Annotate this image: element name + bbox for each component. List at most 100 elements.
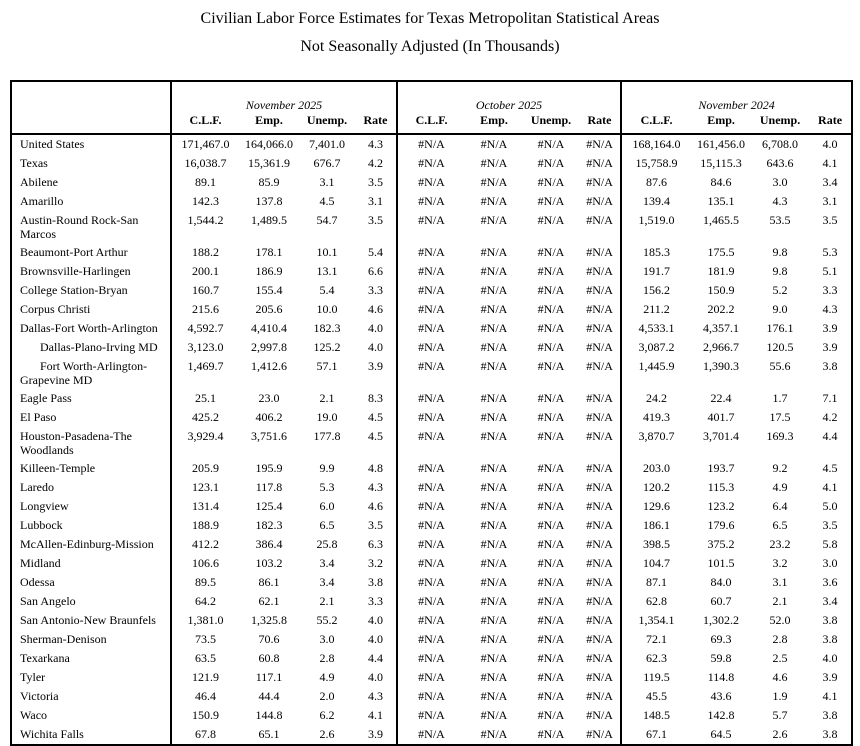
value-cell: 9.0 — [772, 302, 788, 316]
value-cell: 3.2 — [772, 556, 788, 570]
value-cell: 45.5 — [620, 687, 692, 706]
value-cell: #N/A — [537, 283, 565, 297]
value-cell: 3.3 — [368, 283, 383, 297]
value-cell: 60.8 — [258, 651, 280, 665]
table-row: Odessa 89.5 86.1 3.4 3.8 #N/A #N/A #N/A #N/A 87.1… — [11, 573, 852, 592]
area-name: Killeen-Temple — [20, 461, 96, 475]
value-cell: 89.1 — [170, 173, 239, 192]
value-cell: #N/A — [586, 429, 613, 443]
area-name: Fort Worth-Arlington-Grapevine MD — [20, 359, 148, 387]
value-cell: 17.5 — [769, 410, 791, 424]
table-row: Sherman-Denison 73.5 70.6 3.0 4.0 #N/A #N/A #N/… — [11, 630, 852, 649]
value-cell: 186.9 — [255, 264, 283, 278]
value-cell: 16,038.7 — [170, 154, 239, 173]
value-cell: 70.6 — [258, 632, 280, 646]
value-cell: 2.1 — [772, 594, 788, 608]
area-name: Texarkana — [20, 651, 70, 665]
value-cell: 135.1 — [707, 194, 735, 208]
value-cell: 6.5 — [772, 518, 788, 532]
value-cell: 4.0 — [368, 340, 383, 354]
value-cell: 4.5 — [368, 429, 383, 443]
value-cell: #N/A — [537, 708, 565, 722]
value-cell: 186.1 — [620, 516, 692, 535]
value-cell: 3,751.6 — [251, 429, 287, 443]
value-cell: 6.6 — [368, 264, 383, 278]
value-cell: #N/A — [480, 499, 508, 513]
value-cell: 3.9 — [822, 321, 838, 335]
value-cell: 4.3 — [822, 302, 838, 316]
value-cell: #N/A — [480, 480, 508, 494]
value-cell: 3.5 — [822, 213, 838, 227]
value-cell: #N/A — [396, 687, 466, 706]
column-header-row: C.L.F. Emp. Unemp. Rate C.L.F. Emp. Unem… — [11, 112, 853, 135]
value-cell: #N/A — [537, 359, 565, 373]
value-cell: 1.7 — [772, 391, 788, 405]
value-cell: #N/A — [537, 556, 565, 570]
value-cell: #N/A — [537, 213, 565, 227]
value-cell: 5.0 — [822, 499, 838, 513]
value-cell: #N/A — [396, 649, 466, 668]
value-cell: 101.5 — [707, 556, 735, 570]
value-cell: 2.8 — [772, 632, 788, 646]
value-cell: #N/A — [586, 518, 613, 532]
value-cell: #N/A — [537, 670, 565, 684]
value-cell: #N/A — [480, 632, 508, 646]
value-cell: 401.7 — [707, 410, 735, 424]
value-cell: #N/A — [537, 575, 565, 589]
value-cell: 84.6 — [710, 175, 732, 189]
value-cell: #N/A — [396, 338, 466, 357]
value-cell: #N/A — [480, 727, 508, 741]
value-cell: 3.0 — [319, 632, 335, 646]
value-cell: 3,929.4 — [170, 427, 239, 459]
value-cell: 84.0 — [710, 575, 732, 589]
col-header-unemp-oct2025: Unemp. — [523, 112, 580, 135]
value-cell: 59.8 — [710, 651, 732, 665]
value-cell: 85.9 — [258, 175, 280, 189]
value-cell: 188.2 — [170, 243, 239, 262]
table-row: Longview 131.4 125.4 6.0 4.6 #N/A #N/A #N/A #N/A… — [11, 497, 852, 516]
value-cell: 64.2 — [170, 592, 239, 611]
value-cell: 161,456.0 — [697, 137, 746, 151]
table-row: Texarkana 63.5 60.8 2.8 4.4 #N/A #N/A #N/A #N/A 6… — [11, 649, 852, 668]
value-cell: 1,544.2 — [170, 211, 239, 243]
value-cell: #N/A — [396, 173, 466, 192]
value-cell: 3.1 — [319, 175, 335, 189]
value-cell: #N/A — [396, 192, 466, 211]
value-cell: 164,066.0 — [245, 137, 293, 151]
value-cell: #N/A — [480, 708, 508, 722]
value-cell: 4.4 — [368, 651, 383, 665]
value-cell: 144.8 — [255, 708, 283, 722]
area-name: Laredo — [20, 480, 54, 494]
value-cell: 5.4 — [368, 245, 383, 259]
value-cell: 2.5 — [772, 651, 788, 665]
value-cell: #N/A — [537, 245, 565, 259]
area-name: Amarillo — [20, 194, 64, 208]
value-cell: #N/A — [396, 516, 466, 535]
table-row: Corpus Christi 215.6 205.6 10.0 4.6 #N/A #N/A #… — [11, 300, 852, 319]
value-cell: 57.1 — [316, 359, 338, 373]
value-cell: 205.6 — [255, 302, 283, 316]
page-title: Civilian Labor Force Estimates for Texas… — [0, 9, 860, 56]
value-cell: 4.3 — [368, 480, 383, 494]
value-cell: #N/A — [586, 594, 613, 608]
value-cell: #N/A — [480, 518, 508, 532]
value-cell: 148.5 — [620, 706, 692, 725]
value-cell: 406.2 — [255, 410, 283, 424]
value-cell: #N/A — [480, 651, 508, 665]
value-cell: #N/A — [537, 594, 565, 608]
value-cell: 55.6 — [769, 359, 791, 373]
title-line-1: Civilian Labor Force Estimates for Texas… — [200, 10, 660, 27]
value-cell: 1,519.0 — [620, 211, 692, 243]
value-cell: 193.7 — [707, 461, 735, 475]
value-cell: 1,381.0 — [170, 611, 239, 630]
value-cell: #N/A — [537, 518, 565, 532]
table-row: Houston-Pasadena-The Woodlands 3,929.4 3,7… — [11, 427, 852, 459]
value-cell: 155.4 — [255, 283, 283, 297]
value-cell: #N/A — [480, 575, 508, 589]
labor-force-table: November 2025 October 2025 November 2024… — [10, 80, 854, 746]
value-cell: 4.1 — [822, 156, 838, 170]
value-cell: #N/A — [480, 670, 508, 684]
value-cell: 3.9 — [368, 727, 383, 741]
value-cell: #N/A — [586, 727, 613, 741]
value-cell: #N/A — [480, 594, 508, 608]
